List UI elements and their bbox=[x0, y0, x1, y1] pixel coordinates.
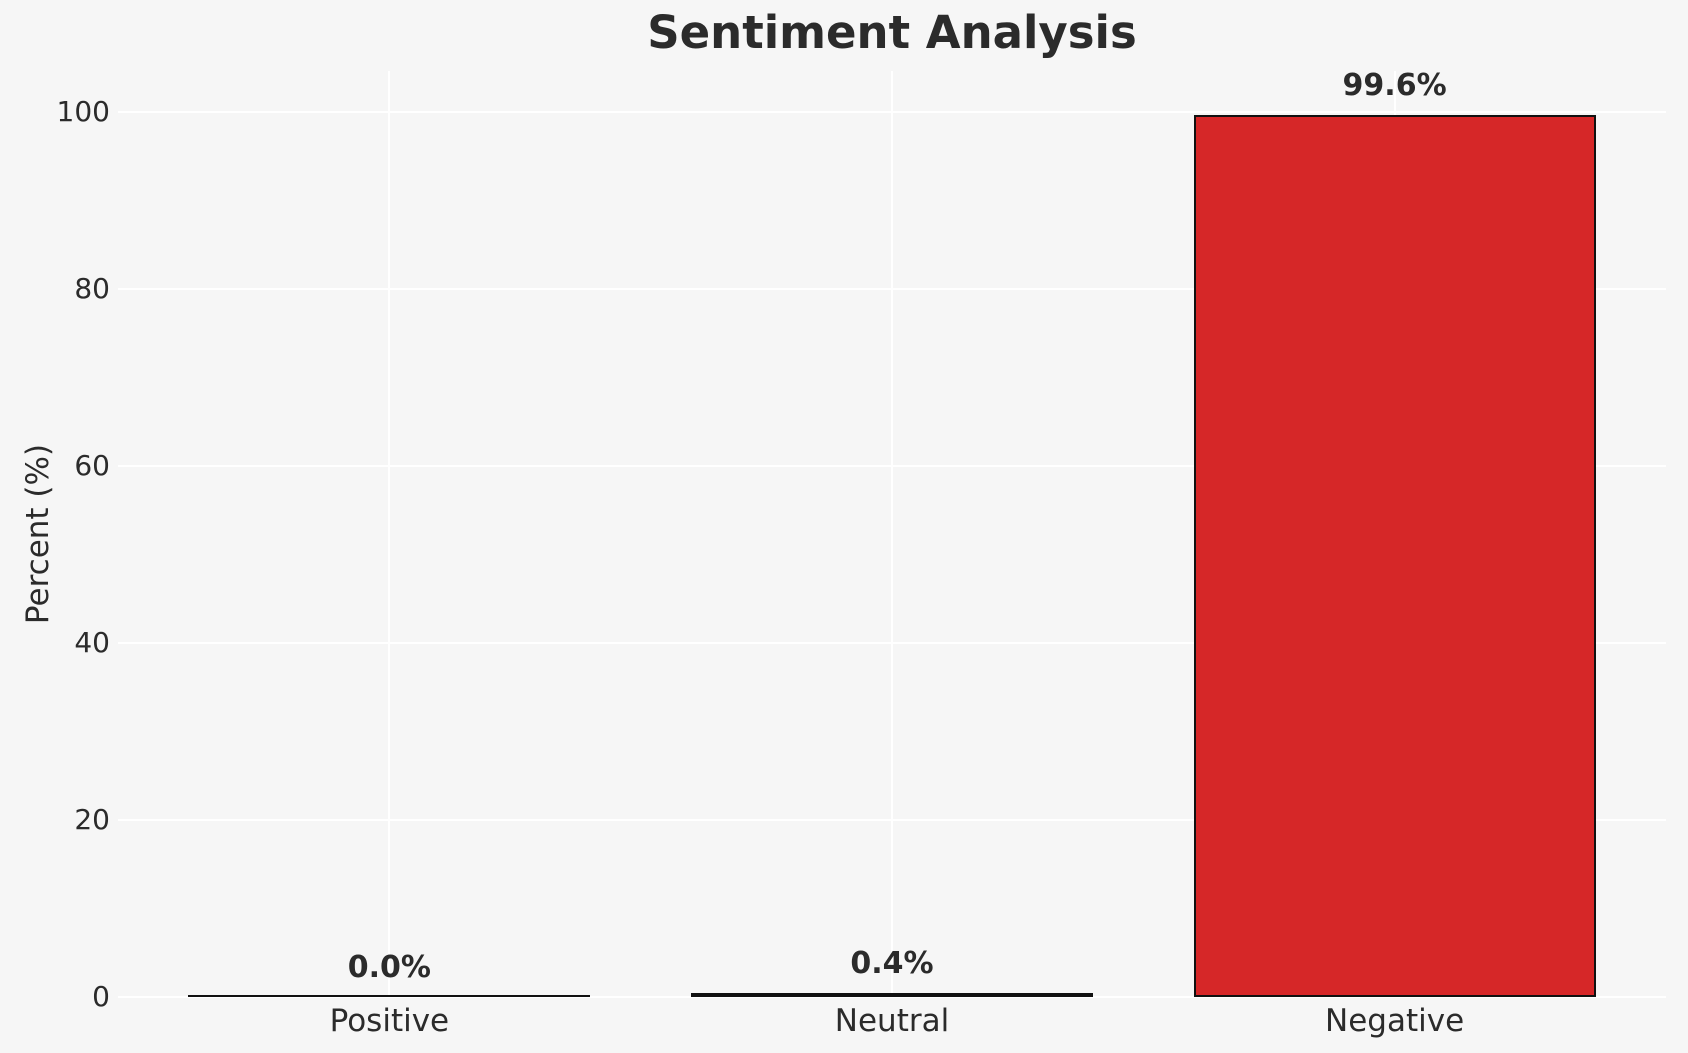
x-tick-label-negative: Negative bbox=[1325, 1003, 1465, 1039]
y-tick-label-60: 60 bbox=[74, 448, 110, 482]
y-tick-label-20: 20 bbox=[74, 802, 110, 836]
y-tick-label-80: 80 bbox=[74, 271, 110, 305]
chart-title: Sentiment Analysis bbox=[647, 6, 1137, 59]
bar-value-label-positive: 0.0% bbox=[347, 950, 431, 985]
bar-value-label-neutral: 0.4% bbox=[850, 946, 934, 982]
x-tick-label-neutral: Neutral bbox=[834, 1003, 950, 1039]
bar-negative bbox=[1193, 115, 1596, 997]
y-tick-label-40: 40 bbox=[74, 625, 110, 659]
bar-value-label-negative: 99.6% bbox=[1342, 68, 1447, 104]
x-tick-label-positive: Positive bbox=[329, 1003, 450, 1039]
bar-neutral bbox=[690, 993, 1094, 998]
v-gridline-positive bbox=[388, 71, 391, 997]
y-tick-label-0: 0 bbox=[92, 980, 110, 1013]
bar-positive bbox=[188, 995, 591, 997]
v-gridline-neutral bbox=[891, 71, 893, 997]
y-tick-label-100: 100 bbox=[56, 94, 110, 128]
plot-area: 0.0% 0.4% 99.6% bbox=[118, 68, 1666, 998]
